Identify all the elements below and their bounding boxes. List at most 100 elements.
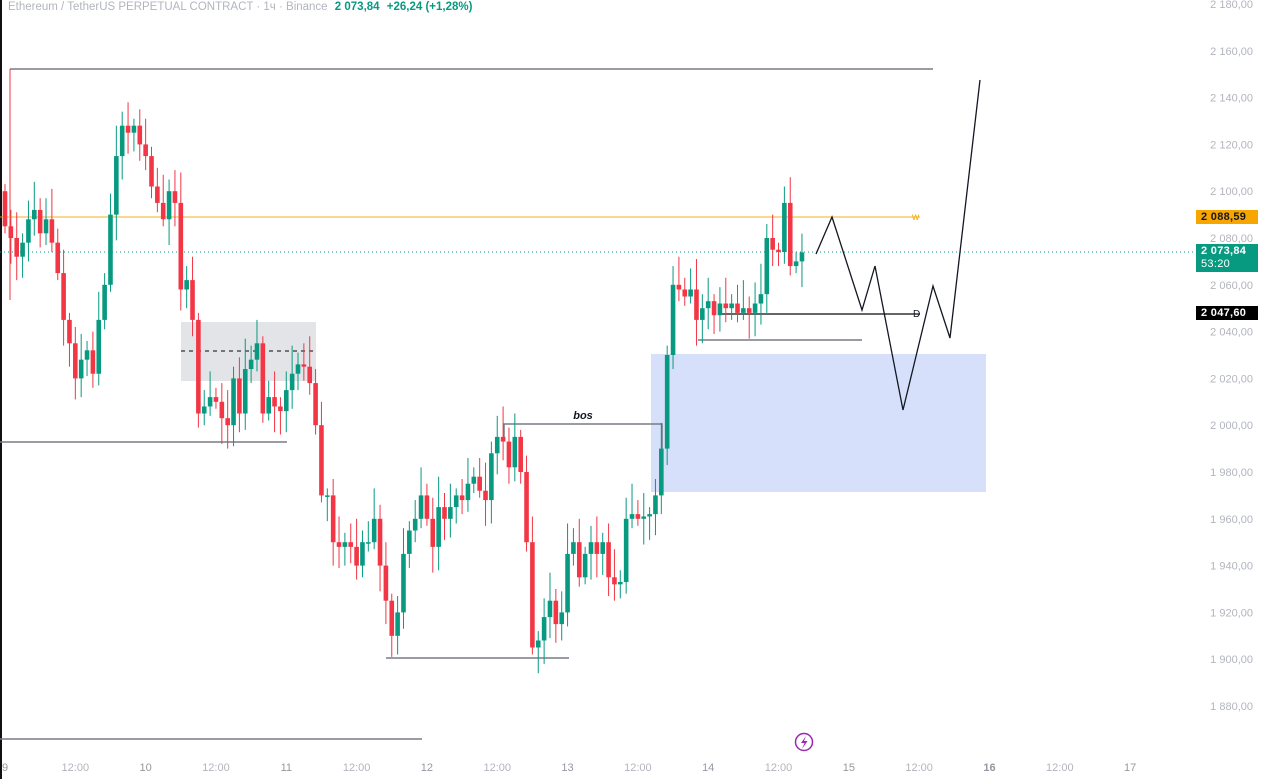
price-tick: 2 000,00 <box>1210 420 1253 432</box>
candle-body <box>694 289 699 320</box>
candle <box>524 455 529 552</box>
candle <box>14 212 20 281</box>
price-tick: 2 140,00 <box>1210 93 1253 105</box>
candle-body <box>102 284 107 320</box>
time-tick: 9 <box>2 762 8 774</box>
candle-body <box>764 238 770 295</box>
level-w-price-tag: 2 088,59 <box>1196 210 1258 224</box>
candle-body <box>582 553 588 578</box>
candle <box>641 493 647 545</box>
price-tick: 2 120,00 <box>1210 139 1253 151</box>
candle-body <box>201 406 207 414</box>
candle <box>682 277 688 306</box>
candle-body <box>125 125 131 133</box>
candle <box>190 256 195 337</box>
candle-body <box>705 301 711 309</box>
candle <box>395 596 400 655</box>
candle-body <box>565 553 570 613</box>
candle <box>160 174 166 227</box>
bos-line[interactable] <box>503 423 663 452</box>
candle <box>670 266 676 370</box>
candle-body <box>489 453 494 501</box>
candle <box>483 462 488 526</box>
candle-body <box>172 191 178 203</box>
candle-body <box>319 425 324 496</box>
candle-body <box>325 495 330 497</box>
candle <box>155 167 160 213</box>
candle <box>571 528 576 566</box>
last-price: 2 073,84 <box>334 1 380 13</box>
candle-body <box>442 507 447 519</box>
candle <box>96 291 102 386</box>
candle <box>8 209 14 264</box>
candle <box>588 525 594 580</box>
demand-zone[interactable] <box>651 354 986 492</box>
candle <box>114 125 119 241</box>
candle <box>676 256 682 302</box>
candle <box>576 518 582 587</box>
candle <box>553 589 559 643</box>
candle-body <box>8 226 14 238</box>
candle <box>371 488 377 550</box>
price-tick: 2 060,00 <box>1210 280 1253 292</box>
candle-body <box>237 378 242 414</box>
price-tick: 2 080,00 <box>1210 233 1253 245</box>
candle-body <box>61 273 66 320</box>
level-d-price-tag: 2 047,60 <box>1196 306 1258 320</box>
candle-body <box>401 553 406 613</box>
candle <box>149 146 154 199</box>
candle-body <box>776 249 781 253</box>
candle-body <box>512 436 518 468</box>
projection-path[interactable] <box>815 79 981 411</box>
candle <box>172 170 178 227</box>
candle <box>623 497 629 594</box>
lightning-icon[interactable] <box>794 732 814 752</box>
candle-body <box>594 542 600 554</box>
candle <box>705 277 711 330</box>
price-tick: 1 920,00 <box>1210 607 1253 619</box>
candle-body <box>166 191 172 220</box>
candle <box>799 233 805 288</box>
candle-body <box>746 308 752 313</box>
candle <box>735 284 740 323</box>
candle <box>717 287 723 332</box>
candle-body <box>483 490 488 501</box>
candle <box>336 516 342 568</box>
current-price: 2 073,84 <box>1201 245 1247 257</box>
candle-body <box>377 518 383 566</box>
candle-body <box>682 289 688 297</box>
price-tick: 2 100,00 <box>1210 186 1253 198</box>
candle <box>37 198 43 248</box>
time-tick: 13 <box>561 762 573 774</box>
time-tick: 12:00 <box>202 762 230 774</box>
price-axis[interactable]: 2 180,00 2 160,00 2 140,00 2 120,00 2 100,00… <box>1210 0 1253 713</box>
time-tick: 17 <box>1124 762 1136 774</box>
candle-body <box>723 303 729 309</box>
candle <box>313 369 318 435</box>
candle <box>664 345 670 465</box>
time-axis[interactable]: 9 12:00 10 12:00 11 12:00 12 12:00 13 12:00 14 12:0… <box>2 762 1136 774</box>
candle <box>32 181 37 236</box>
candle <box>67 312 72 367</box>
price-tick: 2 180,00 <box>1210 0 1253 11</box>
candle-body <box>301 364 307 367</box>
candle-body <box>272 397 277 407</box>
candle <box>582 546 588 585</box>
candle-body <box>360 542 365 566</box>
candle <box>494 415 500 475</box>
candle <box>606 523 611 597</box>
candle <box>389 593 395 657</box>
candle <box>49 188 55 253</box>
price-tick: 1 900,00 <box>1210 654 1253 666</box>
candle <box>55 228 61 281</box>
candle-body <box>559 612 564 625</box>
candle-body <box>371 518 377 543</box>
candle <box>20 233 25 278</box>
candle <box>219 383 225 444</box>
candle-body <box>178 202 184 290</box>
candle <box>278 397 283 435</box>
candle-body <box>541 617 547 641</box>
candle <box>594 516 600 578</box>
candle <box>295 352 301 391</box>
